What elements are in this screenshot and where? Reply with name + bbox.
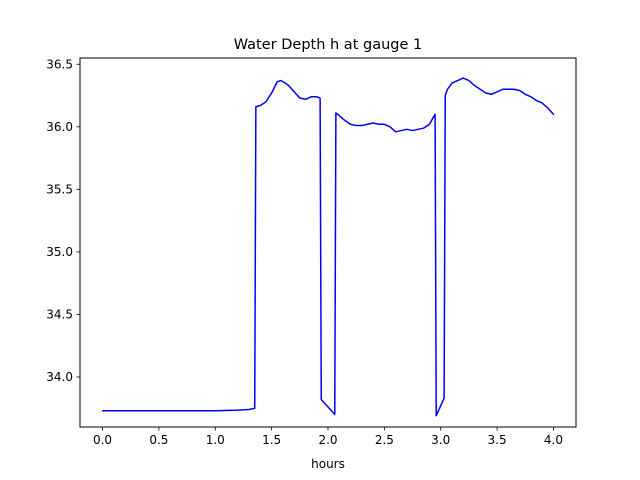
x-tick-label: 0.5 <box>149 433 168 447</box>
chart-title: Water Depth h at gauge 1 <box>234 37 422 53</box>
x-tick-label: 2.0 <box>318 433 337 447</box>
x-axis-label: hours <box>311 457 345 471</box>
x-tick-label: 4.0 <box>544 433 563 447</box>
x-tick-label: 1.0 <box>206 433 225 447</box>
x-tick-label: 0.0 <box>93 433 112 447</box>
y-tick-label: 36.5 <box>46 57 73 71</box>
y-tick-label: 34.0 <box>46 370 73 384</box>
y-axis: 34.0 34.5 35.0 35.5 36.0 36.5 <box>46 57 80 384</box>
x-tick-label: 3.5 <box>488 433 507 447</box>
x-tick-label: 1.5 <box>262 433 281 447</box>
y-tick-label: 35.5 <box>46 182 73 196</box>
plot-area <box>101 77 555 417</box>
x-tick-label: 2.5 <box>375 433 394 447</box>
series-line <box>101 77 555 417</box>
x-axis: 0.0 0.5 1.0 1.5 2.0 2.5 3.0 3.5 4.0 <box>93 427 563 447</box>
x-tick-label: 3.0 <box>431 433 450 447</box>
y-tick-label: 35.0 <box>46 245 73 259</box>
y-tick-label: 36.0 <box>46 120 73 134</box>
y-tick-label: 34.5 <box>46 307 73 321</box>
